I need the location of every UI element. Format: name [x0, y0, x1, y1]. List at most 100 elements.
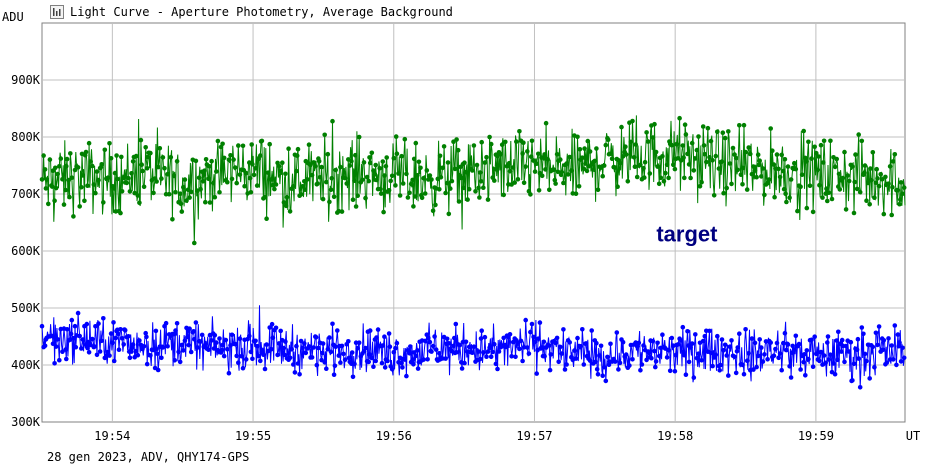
data-point: [316, 345, 321, 351]
data-point: [126, 175, 131, 181]
data-point: [226, 370, 232, 376]
data-point: [118, 210, 123, 216]
data-point: [826, 190, 832, 195]
data-point: [513, 354, 518, 360]
data-point: [868, 166, 873, 171]
data-point: [715, 333, 720, 339]
light-curve-app-icon[interactable]: [50, 5, 64, 19]
data-point: [449, 178, 455, 184]
data-point: [325, 346, 331, 352]
data-point: [671, 162, 676, 168]
data-point: [846, 178, 852, 184]
data-point: [702, 333, 708, 339]
data-point: [404, 373, 409, 379]
data-point: [702, 151, 708, 157]
data-point: [163, 320, 169, 326]
data-point: [817, 358, 822, 364]
data-point: [107, 141, 112, 146]
data-point: [653, 149, 659, 155]
data-point: [129, 349, 134, 354]
data-point: [202, 168, 207, 173]
data-point: [282, 352, 287, 358]
data-point: [824, 186, 829, 191]
data-point: [542, 152, 547, 157]
data-point: [553, 340, 558, 346]
data-point: [212, 333, 218, 338]
data-point: [225, 179, 230, 185]
data-point: [393, 183, 398, 188]
data-point: [737, 331, 742, 337]
data-point: [346, 355, 352, 361]
data-point: [868, 177, 874, 183]
data-point: [324, 179, 329, 185]
data-point: [589, 328, 594, 333]
data-point: [151, 190, 156, 196]
data-point: [324, 366, 329, 372]
data-point: [269, 321, 275, 327]
data-point: [360, 177, 365, 183]
data-point: [415, 366, 421, 371]
data-point: [73, 344, 79, 350]
data-point: [258, 153, 263, 158]
data-point: [823, 360, 828, 366]
data-point: [825, 334, 831, 339]
data-point: [133, 348, 139, 354]
data-point: [170, 217, 175, 222]
data-point: [470, 168, 475, 173]
data-point: [177, 191, 183, 196]
data-point: [558, 344, 563, 350]
data-point: [443, 356, 448, 361]
data-point: [895, 188, 901, 193]
data-point: [744, 187, 750, 192]
data-point: [184, 198, 189, 203]
data-point: [593, 359, 598, 365]
data-point: [466, 344, 472, 350]
data-point: [369, 150, 375, 156]
data-point: [818, 349, 824, 355]
data-point: [515, 177, 521, 182]
data-point: [820, 195, 825, 200]
data-point: [182, 177, 188, 182]
data-point: [327, 335, 332, 340]
data-point: [818, 142, 824, 148]
data-point: [603, 378, 609, 384]
data-point: [705, 125, 711, 131]
data-point: [119, 154, 124, 160]
data-point: [774, 340, 780, 346]
data-point: [339, 209, 345, 214]
data-point: [644, 130, 649, 135]
data-point: [788, 375, 794, 380]
data-point: [625, 179, 631, 184]
data-point: [479, 328, 485, 334]
data-point: [724, 185, 729, 191]
data-point: [174, 321, 180, 326]
data-point: [653, 359, 659, 364]
data-point: [627, 363, 632, 368]
data-point: [691, 168, 697, 173]
data-point: [108, 331, 114, 336]
data-point: [789, 350, 795, 356]
data-point: [809, 337, 814, 343]
x-tick-label: 19:57: [516, 429, 552, 443]
data-point: [272, 186, 277, 192]
data-point: [361, 160, 367, 165]
data-point: [430, 208, 436, 214]
data-point: [388, 178, 394, 184]
data-point: [476, 349, 481, 354]
data-point: [732, 152, 737, 157]
data-point: [462, 160, 467, 165]
data-point: [320, 350, 325, 356]
data-point: [632, 164, 638, 169]
data-point: [647, 171, 653, 176]
data-point: [144, 361, 150, 367]
data-point: [777, 174, 783, 180]
data-point: [477, 356, 483, 362]
data-point: [300, 345, 306, 351]
data-point: [68, 151, 73, 156]
data-point: [680, 143, 686, 148]
data-point: [429, 349, 434, 354]
data-point: [444, 336, 450, 342]
data-point: [661, 178, 667, 184]
data-point: [547, 367, 553, 373]
